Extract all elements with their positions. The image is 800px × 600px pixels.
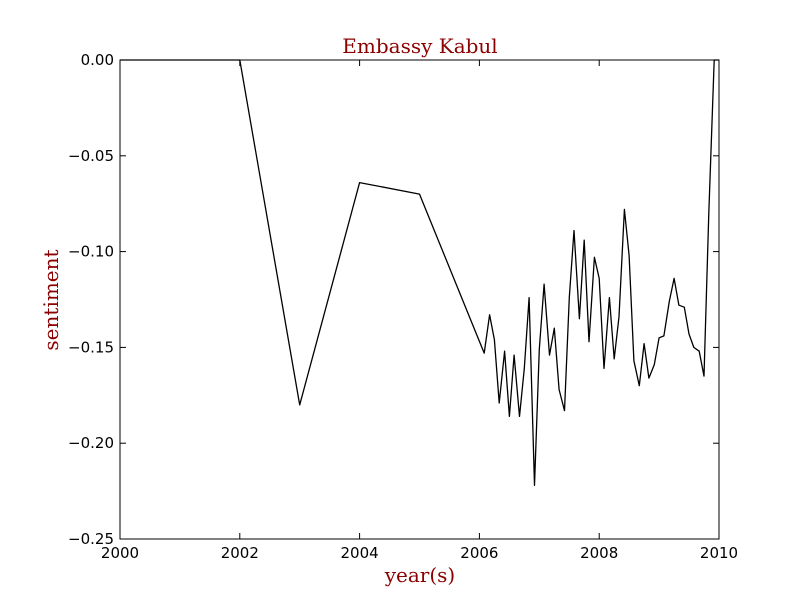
chart-title: Embassy Kabul xyxy=(342,34,497,58)
x-tick-label: 2000 xyxy=(101,544,139,562)
y-axis-label: sentiment xyxy=(39,249,63,350)
sentiment-line xyxy=(120,59,719,487)
x-tick-label: 2010 xyxy=(700,544,738,562)
series-group xyxy=(120,59,719,487)
x-tick-label: 2006 xyxy=(460,544,498,562)
y-tick-label: −0.25 xyxy=(68,530,114,548)
x-axis-label: year(s) xyxy=(384,563,456,587)
axis-ticks: 2000 2002 2004 2006 2008 2010 0.00 −0.05 −0.10 −0… xyxy=(68,51,738,562)
plot-frame xyxy=(119,59,720,540)
y-tick-label: 0.00 xyxy=(81,51,114,69)
y-tick-label: −0.10 xyxy=(68,243,114,261)
x-tick-label: 2002 xyxy=(221,544,259,562)
y-tick-label: −0.15 xyxy=(68,338,114,356)
y-tick-label: −0.20 xyxy=(68,434,114,452)
y-tick-label: −0.05 xyxy=(68,147,114,165)
x-tick-label: 2004 xyxy=(341,544,379,562)
x-tick-label: 2008 xyxy=(580,544,618,562)
